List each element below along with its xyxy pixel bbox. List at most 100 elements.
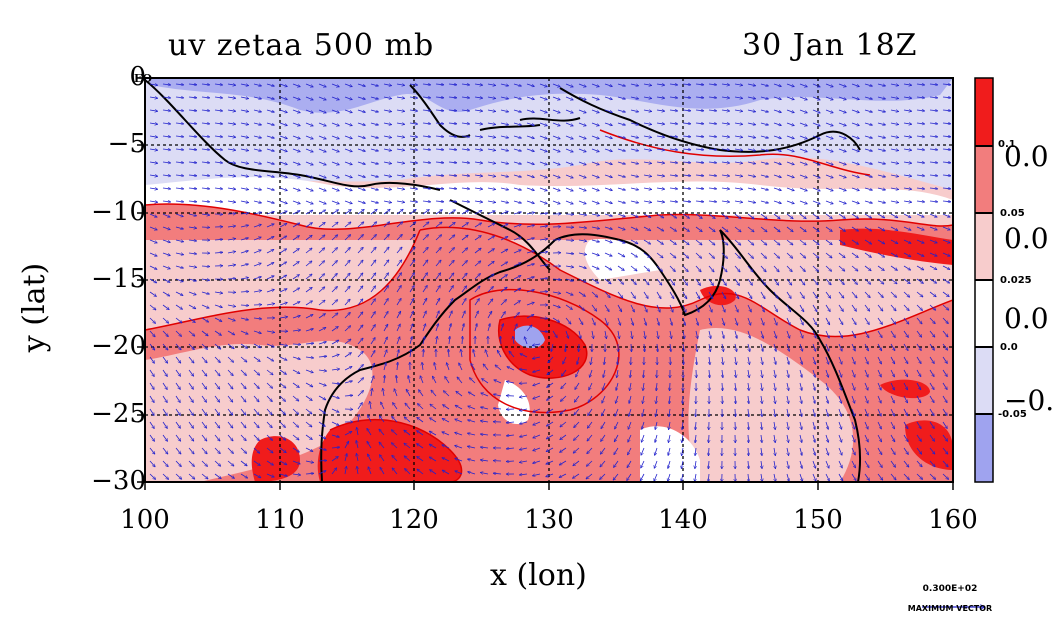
wind-vector <box>942 123 951 124</box>
wind-vector <box>916 162 925 163</box>
wind-vector <box>292 83 301 87</box>
wind-vector <box>877 174 886 177</box>
wind-vector <box>799 213 806 219</box>
wind-vector <box>669 149 678 150</box>
wind-vector <box>799 96 808 100</box>
wind-vector <box>487 123 496 125</box>
wind-vector <box>331 96 340 100</box>
wind-vector <box>344 109 353 113</box>
wind-vector <box>539 83 548 87</box>
wind-vector <box>903 213 911 218</box>
wind-vector <box>565 109 573 113</box>
wind-vector <box>591 174 600 178</box>
wind-vector <box>760 148 769 151</box>
wind-vector <box>201 97 210 98</box>
wind-vector <box>513 83 522 86</box>
x-tick-label: 130 <box>524 505 574 535</box>
wind-vector <box>877 83 886 86</box>
wind-vector <box>721 213 728 219</box>
wind-vector <box>708 84 717 85</box>
wind-vector <box>735 408 736 417</box>
wind-vector <box>526 174 535 178</box>
wind-vector <box>461 188 470 189</box>
wind-vector <box>292 187 301 191</box>
wind-vector <box>630 84 639 86</box>
wind-vector <box>227 84 236 85</box>
wind-vector <box>253 212 262 214</box>
wind-vector <box>396 149 405 150</box>
wind-vector <box>864 83 873 86</box>
wind-vector <box>162 149 171 150</box>
wind-vector <box>409 97 418 98</box>
wind-vector <box>539 200 548 204</box>
wind-vector <box>487 211 495 215</box>
wind-vector <box>474 162 483 163</box>
wind-vector <box>786 213 793 219</box>
wind-vector <box>396 123 405 124</box>
wind-vector <box>500 149 509 151</box>
wind-vector <box>682 136 691 137</box>
wind-vector <box>942 188 951 189</box>
wind-vector <box>643 110 652 112</box>
wind-vector <box>383 209 390 215</box>
wind-vector <box>318 83 326 87</box>
wind-vector <box>916 84 925 85</box>
wind-vector <box>331 209 339 215</box>
wind-vector <box>851 200 860 204</box>
wind-vector <box>357 161 366 164</box>
wind-vector <box>734 97 743 98</box>
wind-vector <box>838 200 847 204</box>
wind-vector <box>253 187 262 190</box>
wind-vector <box>227 149 236 150</box>
wind-vector <box>448 201 457 202</box>
wind-vector <box>812 96 820 100</box>
wind-vector <box>630 162 639 164</box>
wind-vector <box>825 83 833 87</box>
wind-vector <box>461 149 470 150</box>
wind-vector <box>175 175 184 176</box>
wind-vector <box>409 110 418 111</box>
wind-vector <box>240 175 249 177</box>
wind-vector <box>526 161 535 165</box>
wind-vector <box>435 210 443 215</box>
wind-vector <box>916 97 925 98</box>
colorbar <box>974 77 994 483</box>
wind-vector <box>162 188 171 189</box>
wind-vector <box>825 161 833 165</box>
wind-vector <box>825 187 833 191</box>
max-vector-caption: MAXIMUM VECTOR <box>907 604 993 613</box>
wind-vector <box>487 188 496 190</box>
wind-vector <box>916 188 925 189</box>
wind-vector <box>149 175 158 176</box>
wind-vector <box>370 122 379 125</box>
wind-vector <box>942 110 951 111</box>
wind-vector <box>942 213 950 217</box>
wind-vector <box>201 175 210 176</box>
wind-vector <box>591 148 600 152</box>
wind-vector <box>630 188 639 190</box>
wind-vector <box>643 123 652 125</box>
max-vector-value: 0.300E+02 <box>922 584 978 594</box>
wind-vector <box>227 162 236 163</box>
wind-vector <box>409 201 418 202</box>
wind-vector <box>695 136 704 137</box>
wind-vector <box>760 213 767 219</box>
wind-vector <box>331 174 340 178</box>
wind-vector <box>617 148 626 151</box>
wind-vector <box>916 110 925 111</box>
wind-vector <box>604 135 613 139</box>
wind-vector <box>448 84 457 85</box>
wind-vector <box>162 136 171 137</box>
wind-vector <box>552 83 560 87</box>
wind-vector <box>266 200 275 203</box>
wind-vector <box>357 135 366 138</box>
y-tick-label: −10 <box>91 197 146 227</box>
wind-vector <box>669 175 678 176</box>
wind-vector <box>253 122 262 125</box>
wind-vector <box>643 97 652 99</box>
wind-vector <box>500 123 509 125</box>
wind-vector <box>370 187 379 190</box>
coastlines <box>145 79 862 482</box>
wind-vector <box>409 84 418 85</box>
wind-vector <box>656 175 665 176</box>
